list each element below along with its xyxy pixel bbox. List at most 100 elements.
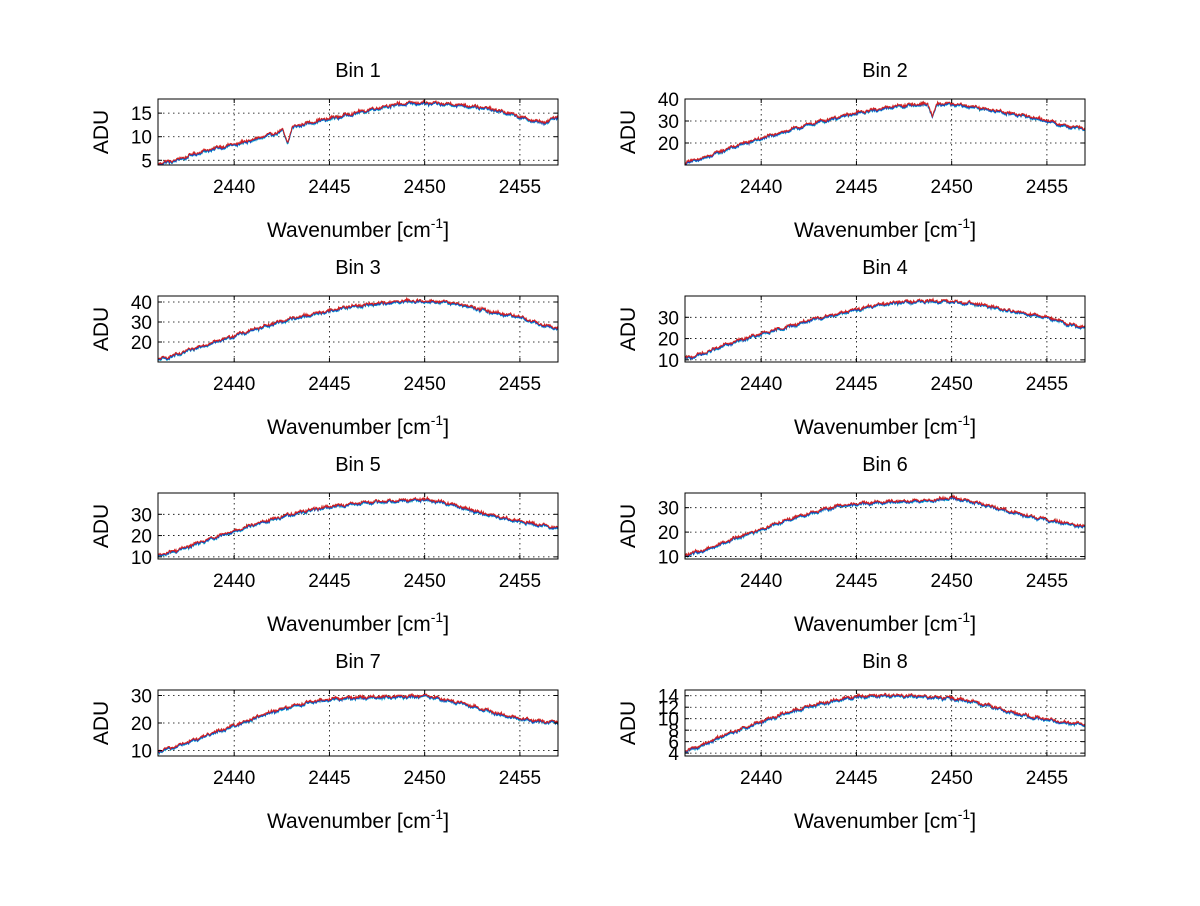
series-line-2 (685, 494, 1085, 558)
subplot-6: 2440 2445 2450 2455 10 20 30 Bin 6 ADU Wavenumber… (617, 454, 1086, 636)
axes-frame (684, 689, 1086, 757)
subplot-title: Bin 7 (335, 651, 381, 673)
x-tick-label: 2440 (213, 571, 255, 592)
x-tick-label: 2450 (404, 571, 446, 592)
x-tick-label: 2445 (308, 571, 350, 592)
y-tick-label: 12 (658, 698, 679, 719)
x-axis-label-tail: ] (443, 810, 449, 833)
x-axis-label-main: Wavenumber [cm (267, 810, 431, 833)
y-axis-label: ADU (617, 307, 640, 351)
axes-frame (157, 295, 559, 363)
x-tick-label: 2445 (835, 571, 877, 592)
x-axis-label-sup: -1 (958, 412, 971, 428)
x-tick-label: 2440 (213, 768, 255, 789)
x-axis-label-sup: -1 (958, 806, 971, 822)
x-tick-label: 2455 (499, 768, 541, 789)
axes-frame (684, 295, 1086, 363)
x-tick-label: 2440 (740, 177, 782, 198)
series-line-4 (158, 296, 558, 360)
x-axis-label-main: Wavenumber [cm (794, 219, 958, 242)
series-line-1 (685, 101, 1085, 165)
y-axis-label: ADU (617, 110, 640, 154)
series-line-3 (158, 693, 558, 755)
y-tick-label: 10 (658, 710, 679, 731)
x-tick-label: 2450 (931, 177, 973, 198)
series-line-4 (685, 100, 1085, 165)
y-axis-label: ADU (90, 110, 113, 154)
x-axis-label: Wavenumber [cm-1] (267, 806, 449, 833)
x-tick-label: 2440 (740, 571, 782, 592)
x-axis-label: Wavenumber [cm-1] (794, 806, 976, 833)
y-tick-label: 20 (131, 714, 152, 735)
y-tick-label: 5 (141, 151, 152, 172)
x-tick-label: 2455 (499, 571, 541, 592)
series-line-3 (685, 693, 1085, 753)
axes-frame (157, 492, 559, 560)
series-line-1 (158, 694, 558, 756)
x-tick-label: 2450 (404, 177, 446, 198)
series-line-4 (158, 99, 558, 165)
series-line-3 (158, 100, 558, 165)
x-tick-label: 2445 (308, 374, 350, 395)
subplot-title: Bin 5 (335, 454, 381, 476)
series-line-4 (158, 692, 558, 753)
x-tick-label: 2445 (308, 177, 350, 198)
y-tick-label: 6 (668, 733, 679, 754)
subplot-title: Bin 4 (862, 257, 908, 279)
y-tick-label: 20 (131, 527, 152, 548)
y-tick-label: 20 (658, 523, 679, 544)
y-tick-label: 10 (131, 742, 152, 763)
x-tick-label: 2455 (1026, 374, 1068, 395)
series-line-1 (685, 496, 1085, 559)
y-tick-label: 4 (668, 744, 679, 765)
y-axis-label: ADU (90, 307, 113, 351)
subplot-title: Bin 6 (862, 454, 908, 476)
y-tick-label: 30 (131, 505, 152, 526)
y-tick-label: 20 (658, 134, 679, 155)
series-line-4 (685, 494, 1085, 557)
x-axis-label: Wavenumber [cm-1] (794, 609, 976, 636)
x-axis-label-tail: ] (443, 613, 449, 636)
axes-frame (157, 98, 559, 166)
x-axis-label-tail: ] (970, 810, 976, 833)
series-line-2 (685, 692, 1085, 753)
axes-frame (684, 492, 1086, 560)
y-axis-label: ADU (617, 504, 640, 548)
x-tick-label: 2450 (404, 374, 446, 395)
series-line-1 (685, 299, 1085, 361)
subplot-7: 2440 2445 2450 2455 10 20 30 Bin 7 ADU Wavenumber… (90, 651, 559, 833)
x-tick-label: 2445 (308, 768, 350, 789)
x-tick-label: 2455 (1026, 768, 1068, 789)
series-line-3 (685, 299, 1085, 361)
subplot-title: Bin 8 (862, 651, 908, 673)
x-tick-label: 2450 (404, 768, 446, 789)
x-tick-label: 2440 (740, 374, 782, 395)
series-line-3 (685, 101, 1085, 165)
y-tick-label: 40 (658, 90, 679, 111)
x-axis-label-sup: -1 (431, 609, 444, 625)
x-tick-label: 2455 (1026, 571, 1068, 592)
series-line-3 (158, 496, 558, 557)
x-tick-label: 2440 (740, 768, 782, 789)
x-axis-label-main: Wavenumber [cm (267, 613, 431, 636)
x-axis-label: Wavenumber [cm-1] (267, 609, 449, 636)
x-axis-label-main: Wavenumber [cm (794, 416, 958, 439)
y-tick-label: 40 (131, 293, 152, 314)
y-tick-label: 30 (658, 499, 679, 520)
x-tick-label: 2450 (931, 374, 973, 395)
series-line-4 (158, 495, 558, 556)
x-axis-label-main: Wavenumber [cm (794, 810, 958, 833)
x-axis-label: Wavenumber [cm-1] (267, 215, 449, 242)
x-axis-label-sup: -1 (431, 215, 444, 231)
series-line-2 (685, 298, 1085, 361)
series-line-2 (158, 693, 558, 754)
x-axis-label-sup: -1 (958, 609, 971, 625)
y-tick-label: 30 (131, 313, 152, 334)
x-axis-label-main: Wavenumber [cm (267, 219, 431, 242)
y-axis-label: ADU (90, 504, 113, 548)
x-tick-label: 2450 (931, 768, 973, 789)
